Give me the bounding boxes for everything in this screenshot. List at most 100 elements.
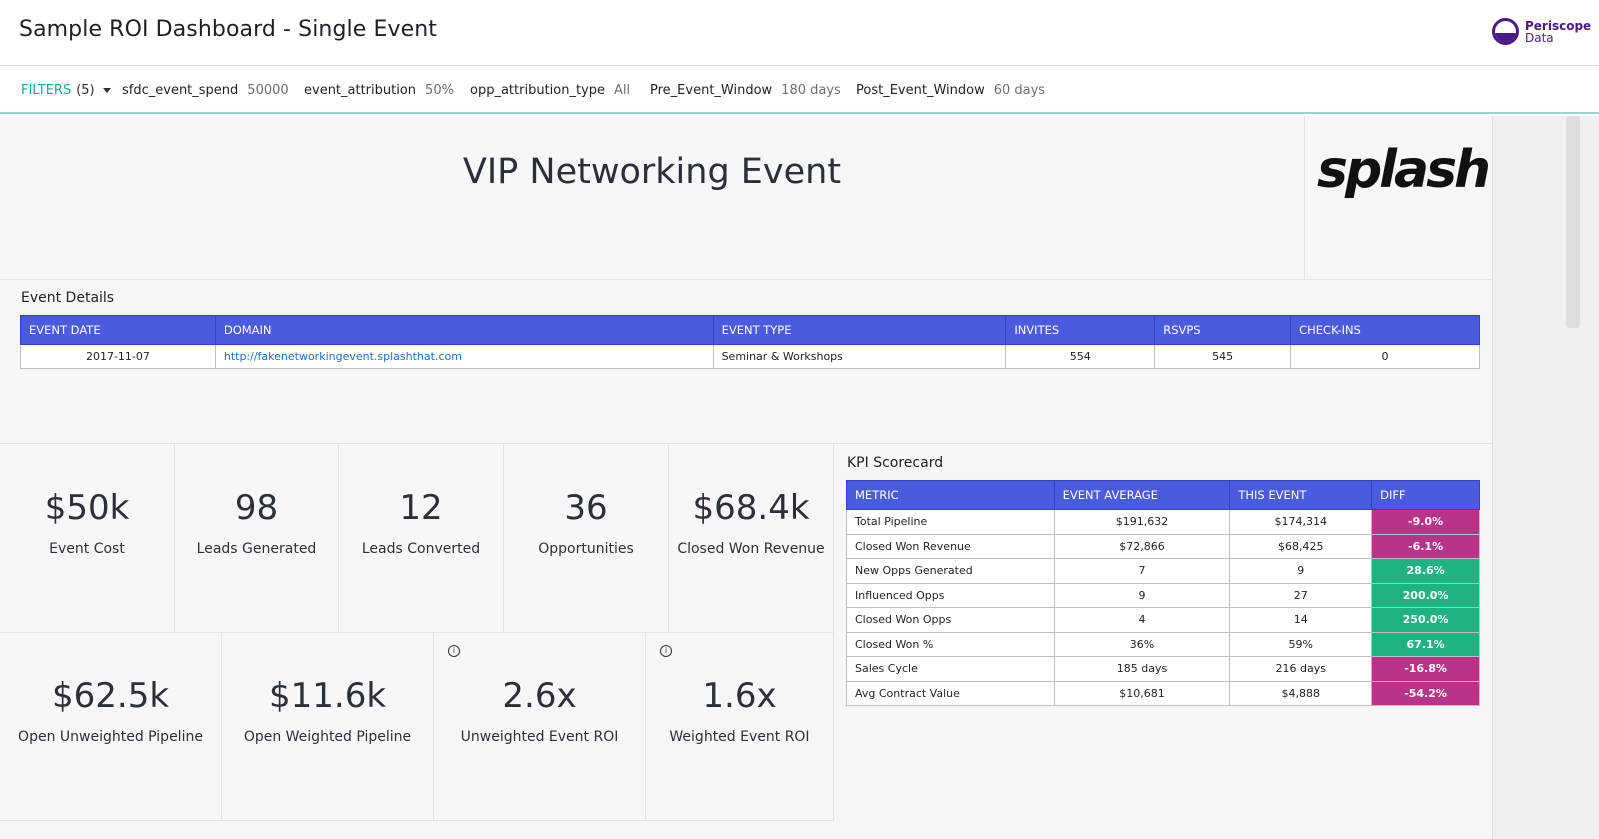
event-details-table: EVENT DATE DOMAIN EVENT TYPE INVITES RSV… xyxy=(20,315,1480,369)
dashboard-title: Sample ROI Dashboard - Single Event xyxy=(19,17,437,42)
cell-metric: New Opps Generated xyxy=(846,558,1055,584)
table-row: Sales Cycle 185 days 216 days -16.8% xyxy=(846,656,1480,682)
table-row: 2017-11-07 http://fakenetworkingevent.sp… xyxy=(20,344,1480,369)
brand-sub: Data xyxy=(1525,30,1554,45)
cell-event-average: 36% xyxy=(1053,631,1231,657)
cell-diff: -16.8% xyxy=(1371,656,1480,682)
kpi-scorecard-table: METRIC EVENT AVERAGE THIS EVENT DIFF Tot… xyxy=(846,480,1480,706)
cell-metric: Closed Won Opps xyxy=(846,607,1055,633)
filters-count: (5) xyxy=(76,83,95,98)
cell-event-average: $10,681 xyxy=(1053,680,1231,706)
tile-value: $68.4k xyxy=(692,488,810,528)
table-row: Influenced Opps 9 27 200.0% xyxy=(846,582,1480,608)
filter-pre-event-window[interactable]: Pre_Event_Window 180 days xyxy=(650,83,841,98)
tile-leads-converted: 12 Leads Converted xyxy=(339,444,504,633)
tile-open-unweighted-pipeline: $62.5k Open Unweighted Pipeline xyxy=(0,633,222,821)
tile-opportunities: 36 Opportunities xyxy=(504,444,669,633)
cell-event-date: 2017-11-07 xyxy=(20,344,216,369)
cell-metric: Closed Won % xyxy=(846,631,1055,657)
tile-event-cost: $50k Event Cost xyxy=(0,444,175,633)
col-event-date[interactable]: EVENT DATE xyxy=(20,315,216,345)
filters-toggle[interactable]: FILTERS (5) xyxy=(21,83,111,98)
tile-label: Opportunities xyxy=(538,541,634,557)
filter-opp-attribution-type[interactable]: opp_attribution_type All xyxy=(470,83,631,98)
col-rsvps[interactable]: RSVPS xyxy=(1154,315,1292,345)
cell-event-average: $191,632 xyxy=(1053,509,1231,535)
table-header-row: METRIC EVENT AVERAGE THIS EVENT DIFF xyxy=(846,480,1480,510)
table-row: Closed Won Revenue $72,866 $68,425 -6.1% xyxy=(846,533,1480,559)
cell-diff: -54.2% xyxy=(1371,680,1480,706)
tile-label: Unweighted Event ROI xyxy=(460,729,619,745)
cell-invites: 554 xyxy=(1005,344,1156,369)
col-domain[interactable]: DOMAIN xyxy=(214,315,714,345)
col-invites[interactable]: INVITES xyxy=(1005,315,1156,345)
col-check-ins[interactable]: CHECK-INS xyxy=(1290,315,1480,345)
cell-event-type: Seminar & Workshops xyxy=(712,344,1007,369)
divider xyxy=(0,443,1492,444)
domain-link[interactable]: http://fakenetworkingevent.splashthat.co… xyxy=(223,350,462,363)
col-metric[interactable]: METRIC xyxy=(846,480,1055,510)
cell-metric: Total Pipeline xyxy=(846,509,1055,535)
cell-diff: 250.0% xyxy=(1371,607,1480,633)
cell-metric: Closed Won Revenue xyxy=(846,533,1055,559)
tile-closed-won-revenue: $68.4k Closed Won Revenue xyxy=(669,444,834,633)
top-bar: Sample ROI Dashboard - Single Event Peri… xyxy=(0,0,1599,66)
tile-unweighted-event-roi: i 2.6x Unweighted Event ROI xyxy=(434,633,646,821)
table-row: Total Pipeline $191,632 $174,314 -9.0% xyxy=(846,509,1480,535)
cell-domain: http://fakenetworkingevent.splashthat.co… xyxy=(214,344,714,369)
tile-value: $50k xyxy=(44,488,130,528)
filter-post-event-window[interactable]: Post_Event_Window 60 days xyxy=(856,83,1046,98)
table-header-row: EVENT DATE DOMAIN EVENT TYPE INVITES RSV… xyxy=(20,315,1480,345)
info-icon[interactable]: i xyxy=(448,645,460,657)
cell-diff: -6.1% xyxy=(1371,533,1480,559)
cell-event-average: 9 xyxy=(1053,582,1231,608)
cell-this-event: $4,888 xyxy=(1229,680,1373,706)
col-diff[interactable]: DIFF xyxy=(1371,480,1480,510)
kpi-rows: Total Pipeline $191,632 $174,314 -9.0% Close… xyxy=(846,509,1480,706)
cell-this-event: 59% xyxy=(1229,631,1373,657)
tile-value: 98 xyxy=(234,488,279,528)
cell-this-event: 27 xyxy=(1229,582,1373,608)
periscope-logo-icon xyxy=(1492,18,1519,45)
table-row: Closed Won % 36% 59% 67.1% xyxy=(846,631,1480,657)
col-this-event[interactable]: THIS EVENT xyxy=(1229,480,1373,510)
cell-event-average: 7 xyxy=(1053,558,1231,584)
tile-leads-generated: 98 Leads Generated xyxy=(175,444,339,633)
cell-diff: 28.6% xyxy=(1371,558,1480,584)
splash-logo-panel: splash xyxy=(1304,116,1492,280)
tile-value: 2.6x xyxy=(502,676,577,716)
table-row: New Opps Generated 7 9 28.6% xyxy=(846,558,1480,584)
tile-value: 1.6x xyxy=(702,676,777,716)
tile-label: Leads Converted xyxy=(361,541,481,557)
tile-value: $62.5k xyxy=(51,676,170,716)
tile-value: 12 xyxy=(399,488,443,528)
cell-check-ins: 0 xyxy=(1290,344,1480,369)
event-name: VIP Networking Event xyxy=(462,152,842,192)
col-event-average[interactable]: EVENT AVERAGE xyxy=(1053,480,1231,510)
cell-metric: Influenced Opps xyxy=(846,582,1055,608)
filter-bar: FILTERS (5) sfdc_event_spend 50000 event_… xyxy=(0,66,1599,114)
periscope-brand[interactable]: Periscope Data xyxy=(1492,18,1591,45)
cell-metric: Avg Contract Value xyxy=(846,680,1055,706)
scrollbar-thumb[interactable] xyxy=(1566,116,1580,328)
tile-value: 36 xyxy=(564,488,608,528)
filter-event-attribution[interactable]: event_attribution 50% xyxy=(304,83,454,98)
brand-name: Periscope xyxy=(1525,18,1592,33)
cell-this-event: 216 days xyxy=(1229,656,1373,682)
event-title-panel: VIP Networking Event xyxy=(0,116,1304,280)
filters-label: FILTERS xyxy=(21,83,72,98)
cell-this-event: 14 xyxy=(1229,607,1373,633)
tile-label: Event Cost xyxy=(49,541,125,557)
tile-open-weighted-pipeline: $11.6k Open Weighted Pipeline xyxy=(222,633,434,821)
cell-diff: -9.0% xyxy=(1371,509,1480,535)
col-event-type[interactable]: EVENT TYPE xyxy=(712,315,1007,345)
filter-sfdc-event-spend[interactable]: sfdc_event_spend 50000 xyxy=(122,83,289,98)
splash-logo: splash xyxy=(1317,140,1491,200)
cell-this-event: $174,314 xyxy=(1229,509,1373,535)
tile-label: Weighted Event ROI xyxy=(669,729,810,745)
tile-label: Open Weighted Pipeline xyxy=(243,729,412,745)
cell-this-event: $68,425 xyxy=(1229,533,1373,559)
cell-metric: Sales Cycle xyxy=(846,656,1055,682)
info-icon[interactable]: i xyxy=(660,645,672,657)
tile-label: Leads Generated xyxy=(196,541,317,557)
